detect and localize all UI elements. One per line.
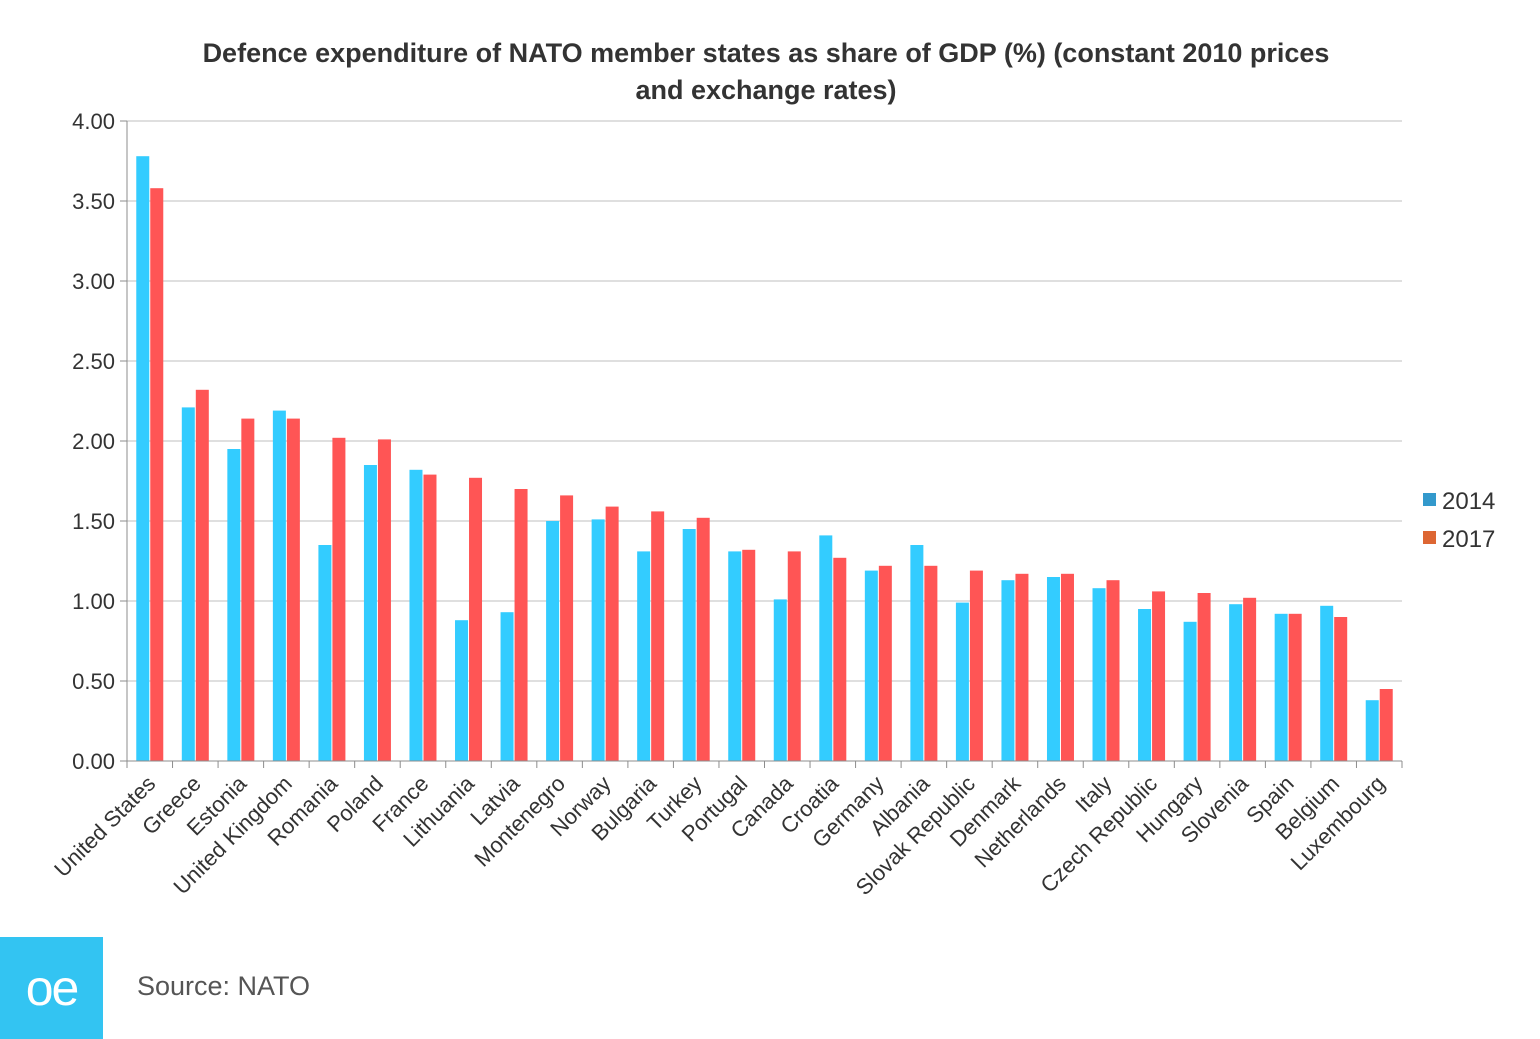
bar-2017-lithuania	[469, 477, 483, 761]
brand-logo-text: oe	[25, 960, 80, 1016]
bar-2017-norway	[605, 506, 619, 761]
bar-2017-croatia	[833, 557, 847, 761]
y-tick-label: 3.00	[72, 269, 115, 294]
bar-2017-latvia	[514, 489, 528, 761]
bar-2014-turkey	[682, 529, 696, 761]
bar-2017-greece	[195, 389, 209, 761]
bar-2017-poland	[377, 439, 391, 761]
legend: 2014 2017	[1423, 488, 1495, 553]
bar-2014-denmark	[1001, 580, 1015, 761]
bar-2017-romania	[332, 437, 346, 761]
bar-2017-bulgaria	[651, 511, 665, 761]
bar-2014-united-kingdom	[272, 410, 286, 761]
bar-2014-estonia	[227, 449, 241, 761]
bar-2017-denmark	[1015, 573, 1029, 761]
chart-title-line-2: and exchange rates)	[635, 75, 896, 105]
bar-2014-canada	[773, 599, 787, 761]
bar-2014-hungary	[1183, 621, 1197, 761]
bar-2014-greece	[181, 407, 195, 761]
bar-2014-lithuania	[455, 620, 469, 761]
y-tick-label: 2.00	[72, 429, 115, 454]
bar-2017-united-kingdom	[286, 418, 300, 761]
source-note: Source: NATO	[137, 971, 311, 1001]
bar-2014-albania	[910, 545, 924, 761]
bar-2017-slovak-republic	[969, 570, 983, 761]
bar-2014-germany	[864, 570, 878, 761]
y-tick-label: 1.50	[72, 509, 115, 534]
bar-2014-norway	[591, 519, 605, 761]
y-tick-label: 3.50	[72, 189, 115, 214]
bar-2014-bulgaria	[637, 551, 651, 761]
y-axis-tick-labels: 0.00 0.50 1.00 1.50 2.00 2.50 3.00 3.50 4.00	[72, 109, 115, 774]
y-tick-label: 1.00	[72, 589, 115, 614]
bar-2017-estonia	[241, 418, 255, 761]
y-tick-label: 4.00	[72, 109, 115, 134]
bar-2014-poland	[363, 465, 377, 761]
brand-logo: oe	[0, 937, 103, 1039]
bar-2014-italy	[1092, 588, 1106, 761]
bar-2014-belgium	[1320, 605, 1334, 761]
bar-2014-slovenia	[1229, 604, 1243, 761]
bar-2014-latvia	[500, 612, 514, 761]
legend-label-2014: 2014	[1442, 488, 1495, 515]
bar-2014-spain	[1274, 613, 1288, 761]
bar-2014-portugal	[728, 551, 742, 761]
bar-2014-romania	[318, 545, 332, 761]
bar-2017-hungary	[1197, 593, 1211, 761]
y-tick-label: 0.50	[72, 669, 115, 694]
y-tick-label: 2.50	[72, 349, 115, 374]
bar-2017-italy	[1106, 580, 1120, 761]
bar-2014-czech-republic	[1138, 609, 1152, 761]
bar-2017-spain	[1288, 613, 1302, 761]
bar-2017-montenegro	[560, 495, 574, 761]
x-axis	[126, 760, 1403, 768]
bar-2017-france	[423, 474, 437, 761]
legend-swatch-2017	[1423, 531, 1436, 544]
bar-2017-belgium	[1334, 617, 1348, 761]
bar-2017-canada	[787, 551, 801, 761]
y-tick-label: 0.00	[72, 749, 115, 774]
bar-2014-slovak-republic	[955, 602, 969, 761]
bar-2017-luxembourg	[1379, 689, 1393, 761]
bar-2017-united-states	[150, 188, 164, 761]
chart-title-line-1: Defence expenditure of NATO member state…	[203, 38, 1330, 68]
legend-label-2017: 2017	[1442, 526, 1495, 553]
bar-2017-netherlands	[1060, 573, 1074, 761]
bar-2014-united-states	[136, 156, 150, 761]
bar-2017-portugal	[742, 549, 756, 761]
bar-2017-turkey	[696, 517, 710, 761]
bar-2017-albania	[924, 565, 938, 761]
bar-2017-germany	[878, 565, 892, 761]
bars	[136, 156, 1393, 761]
bar-2014-netherlands	[1046, 577, 1060, 761]
legend-swatch-2014	[1423, 493, 1436, 506]
chart-title: Defence expenditure of NATO member state…	[203, 38, 1330, 105]
bar-2014-france	[409, 469, 423, 761]
bar-2014-luxembourg	[1365, 700, 1379, 761]
bar-2017-czech-republic	[1152, 591, 1166, 761]
bar-2017-slovenia	[1243, 597, 1257, 761]
bar-2014-croatia	[819, 535, 833, 761]
bar-2014-montenegro	[546, 521, 560, 761]
